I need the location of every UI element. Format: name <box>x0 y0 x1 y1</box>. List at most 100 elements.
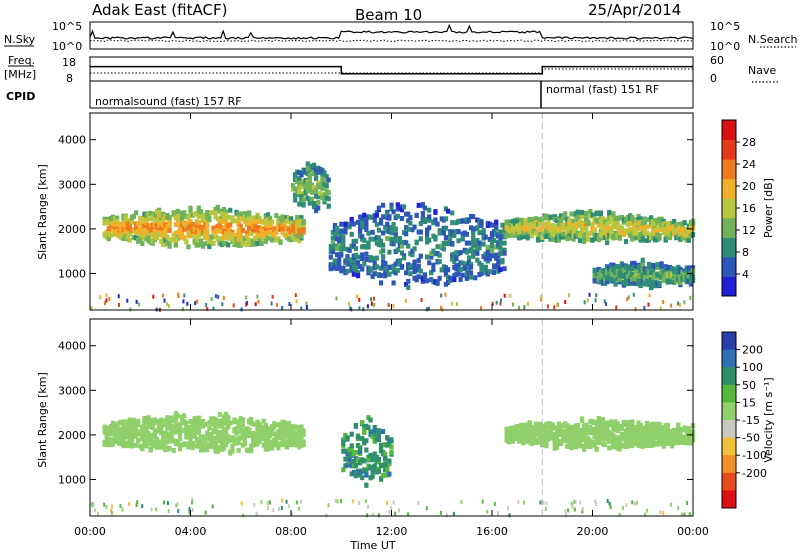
echo-cell <box>265 212 271 218</box>
echo-cell <box>127 417 132 423</box>
nsky-tick-top: 10^5 <box>52 20 82 33</box>
echo-cell <box>299 233 304 239</box>
echo-cell <box>305 195 310 201</box>
echo-cell <box>378 442 384 448</box>
echo-speckle <box>635 500 638 505</box>
echo-cell <box>607 445 612 451</box>
echo-speckle <box>609 505 612 510</box>
echo-speckle <box>177 292 180 297</box>
echo-cell <box>282 221 287 227</box>
echo-cell <box>393 235 398 241</box>
power-colorbar-block <box>722 159 736 180</box>
echo-cell <box>230 443 235 449</box>
echo-cell <box>341 241 346 247</box>
echo-cell <box>154 235 160 241</box>
echo-cell <box>106 219 111 225</box>
echo-speckle <box>603 299 606 304</box>
echo-cell <box>569 424 574 430</box>
echo-cell <box>188 437 193 443</box>
echo-cell <box>640 225 645 231</box>
echo-cell <box>374 212 379 218</box>
echo-cell <box>320 175 325 181</box>
echo-cell <box>575 209 580 215</box>
echo-cell <box>383 224 388 230</box>
echo-cell <box>337 264 342 270</box>
echo-speckle <box>300 306 303 311</box>
echo-cell <box>414 240 419 246</box>
echo-cell <box>343 448 348 454</box>
echo-cell <box>659 267 664 273</box>
echo-cell <box>483 264 488 270</box>
echo-cell <box>207 420 212 426</box>
echo-cell <box>349 446 354 452</box>
echo-speckle <box>188 507 191 512</box>
echo-cell <box>582 234 587 240</box>
echo-cell <box>205 211 210 217</box>
echo-cell <box>412 246 417 252</box>
echo-cell <box>433 209 438 215</box>
echo-speckle <box>275 302 278 307</box>
echo-cell <box>309 189 315 195</box>
echo-speckle <box>194 300 197 305</box>
echo-cell <box>452 277 457 283</box>
echo-speckle <box>285 499 288 504</box>
echo-cell <box>102 424 107 430</box>
echo-cell <box>230 448 235 454</box>
echo-cell <box>594 436 599 442</box>
echo-cell <box>129 219 134 225</box>
echo-cell <box>456 262 461 268</box>
echo-cell <box>370 474 375 480</box>
echo-cell <box>408 215 413 221</box>
velocity-echo-cells <box>91 319 696 518</box>
velocity-colorbar-block <box>722 437 736 456</box>
echo-cell <box>366 240 371 246</box>
echo-speckle <box>417 500 420 505</box>
echo-cell <box>154 438 160 444</box>
echo-speckle <box>176 502 179 507</box>
echo-cell <box>573 227 578 233</box>
echo-cell <box>418 221 423 227</box>
velocity-colorbar-block <box>722 420 736 439</box>
echo-cell <box>489 253 495 259</box>
echo-cell <box>399 264 405 270</box>
echo-speckle <box>544 506 547 511</box>
echo-cell <box>351 458 356 464</box>
echo-cell <box>360 234 365 240</box>
x-tick-label: 12:00 <box>376 525 408 538</box>
echo-cell <box>644 224 650 230</box>
echo-speckle <box>387 303 390 308</box>
echo-speckle <box>271 294 274 299</box>
echo-cell <box>330 249 335 255</box>
echo-cell <box>334 236 340 242</box>
echo-cell <box>301 431 306 437</box>
echo-cell <box>387 271 392 277</box>
echo-cell <box>613 230 618 236</box>
echo-cell <box>644 420 650 426</box>
echo-cell <box>381 230 386 236</box>
echo-cell <box>186 233 191 239</box>
echo-cell <box>496 232 501 238</box>
echo-cell <box>358 264 363 270</box>
echo-cell <box>180 231 185 237</box>
echo-cell <box>320 185 325 191</box>
echo-speckle <box>621 506 624 511</box>
echo-cell <box>602 433 608 439</box>
echo-cell <box>468 270 474 276</box>
echo-speckle <box>659 306 662 311</box>
echo-cell <box>466 240 472 246</box>
echo-speckle <box>191 498 194 503</box>
echo-cell <box>142 433 147 439</box>
echo-cell <box>372 463 377 469</box>
echo-cell <box>550 237 555 243</box>
echo-cell <box>244 241 250 247</box>
echo-cell <box>136 437 141 443</box>
echo-cell <box>458 266 463 272</box>
echo-speckle <box>540 297 543 302</box>
echo-cell <box>412 224 417 230</box>
echo-cell <box>196 205 201 211</box>
echo-cell <box>224 442 229 448</box>
echo-cell <box>188 429 193 435</box>
echo-cell <box>577 443 583 449</box>
echo-speckle <box>564 509 567 514</box>
y-tick-label: 4000 <box>58 340 86 353</box>
